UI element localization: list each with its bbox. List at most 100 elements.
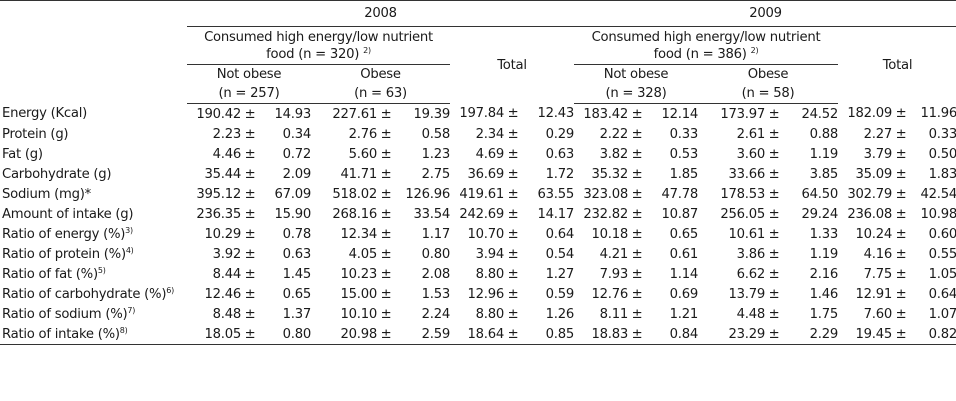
plus-minus-symbol: ± — [631, 306, 643, 322]
mean-value: 323.08 — [583, 186, 628, 202]
mean-value: 35.32 — [591, 166, 628, 182]
mean-value: 2.27 — [863, 126, 892, 142]
plus-minus-symbol: ± — [895, 146, 907, 162]
mean-value: 268.16 — [332, 206, 377, 222]
standard-error-value: 14.93 — [274, 106, 311, 122]
table-row: Protein (g) 2.23 ±0.34 2.76 ±0.58 2.34 ±0.29 2.… — [0, 124, 956, 144]
mean-value: 7.60 — [863, 306, 892, 322]
standard-error-value: 1.19 — [809, 246, 838, 262]
plus-minus-symbol: ± — [631, 206, 643, 222]
mean-value: 173.97 — [720, 106, 765, 122]
standard-error-value: 0.33 — [928, 126, 956, 142]
plus-minus-symbol: ± — [892, 324, 910, 345]
plus-minus-symbol: ± — [507, 106, 519, 122]
plus-minus-symbol: ± — [768, 166, 780, 182]
plus-minus-symbol: ± — [380, 266, 392, 282]
standard-error-value: 126.96 — [405, 186, 450, 202]
standard-error-value: 63.55 — [537, 186, 574, 202]
mean-value: 12.76 — [591, 286, 628, 302]
standard-error-value: 0.82 — [910, 324, 956, 345]
plus-minus-symbol: ± — [768, 146, 780, 162]
standard-error-value: 1.07 — [928, 306, 956, 322]
plus-minus-symbol: ± — [768, 246, 780, 262]
plus-minus-symbol: ± — [380, 206, 392, 222]
table-row: Ratio of protein (%)4) 3.92 ±0.63 4.05 ±0.80… — [0, 244, 956, 264]
standard-error-value: 0.65 — [669, 226, 698, 242]
mean-value: 5.60 — [348, 146, 377, 162]
mean-value: 6.62 — [736, 266, 765, 282]
plus-minus-symbol: ± — [244, 146, 256, 162]
standard-error-value: 10.87 — [661, 206, 698, 222]
standard-error-value: 0.80 — [259, 324, 311, 345]
standard-error-value: 1.14 — [669, 266, 698, 282]
mean-value: 10.23 — [340, 266, 377, 282]
plus-minus-symbol: ± — [244, 246, 256, 262]
mean-value: 10.24 — [855, 226, 892, 242]
mean-value: 23.29 — [698, 324, 765, 345]
standard-error-value: 0.63 — [545, 146, 574, 162]
group-2008-header: Consumed high energy/low nutrient food (… — [187, 26, 450, 65]
footnote-marker: 3) — [125, 225, 133, 235]
standard-error-value: 0.60 — [928, 226, 956, 242]
mean-value: 8.80 — [475, 266, 504, 282]
plus-minus-symbol: ± — [507, 286, 519, 302]
standard-error-value: 0.33 — [669, 126, 698, 142]
standard-error-value: 1.33 — [809, 226, 838, 242]
plus-minus-symbol: ± — [768, 306, 780, 322]
table-header: 2008 2009 Consumed high energy/low nutri… — [0, 0, 956, 104]
mean-value: 395.12 — [196, 186, 241, 202]
standard-error-value: 0.84 — [646, 324, 698, 345]
mean-value: 178.53 — [720, 186, 765, 202]
plus-minus-symbol: ± — [507, 306, 519, 322]
plus-minus-symbol: ± — [631, 186, 643, 202]
group-2008-line2: food (n = 320) 2) — [266, 46, 371, 63]
standard-error-value: 15.90 — [274, 206, 311, 222]
table-row: Ratio of fat (%)5) 8.44 ±1.45 10.23 ±2.08 8.8… — [0, 264, 956, 284]
mean-value: 197.84 — [459, 106, 504, 122]
mean-value: 256.05 — [720, 206, 765, 222]
year-2009-header: 2009 — [574, 1, 956, 27]
plus-minus-symbol: ± — [244, 106, 256, 122]
standard-error-value: 0.64 — [928, 286, 956, 302]
plus-minus-symbol: ± — [507, 266, 519, 282]
mean-value: 18.05 — [187, 324, 241, 345]
standard-error-value: 1.21 — [669, 306, 698, 322]
mean-value: 10.29 — [204, 226, 241, 242]
plus-minus-symbol: ± — [768, 266, 780, 282]
plus-minus-symbol: ± — [631, 106, 643, 122]
row-label: Amount of intake (g) — [2, 206, 134, 222]
mean-value: 3.94 — [475, 246, 504, 262]
plus-minus-symbol: ± — [380, 246, 392, 262]
group-2008-line1: Consumed high energy/low nutrient — [204, 30, 433, 45]
not-obese-2008-header: Not obese (n = 257) — [187, 64, 311, 104]
mean-value: 236.08 — [847, 206, 892, 222]
standard-error-value: 0.34 — [282, 126, 311, 142]
mean-value: 35.09 — [855, 166, 892, 182]
standard-error-value: 2.75 — [421, 166, 450, 182]
mean-value: 18.64 — [450, 324, 504, 345]
mean-value: 15.00 — [340, 286, 377, 302]
standard-error-value: 0.54 — [545, 246, 574, 262]
mean-value: 183.42 — [583, 106, 628, 122]
footnote-marker: 7) — [127, 305, 136, 315]
plus-minus-symbol: ± — [507, 126, 519, 142]
plus-minus-symbol: ± — [768, 206, 780, 222]
plus-minus-symbol: ± — [768, 286, 780, 302]
plus-minus-symbol: ± — [244, 206, 256, 222]
mean-value: 2.34 — [475, 126, 504, 142]
standard-error-value: 1.26 — [545, 306, 574, 322]
mean-value: 2.23 — [212, 126, 241, 142]
standard-error-value: 0.85 — [522, 324, 574, 345]
standard-error-value: 2.16 — [809, 266, 838, 282]
row-label: Ratio of fat (%)5) — [2, 265, 106, 282]
table-row: Ratio of sodium (%)7) 8.48 ±1.37 10.10 ±2.24… — [0, 304, 956, 324]
plus-minus-symbol: ± — [244, 226, 256, 242]
standard-error-value: 1.19 — [809, 146, 838, 162]
plus-minus-symbol: ± — [631, 126, 643, 142]
standard-error-value: 19.39 — [413, 106, 450, 122]
mean-value: 12.91 — [855, 286, 892, 302]
standard-error-value: 3.85 — [809, 166, 838, 182]
standard-error-value: 42.54 — [920, 186, 956, 202]
plus-minus-symbol: ± — [244, 266, 256, 282]
table-row: Sodium (mg)* 395.12 ±67.09 518.02 ±126.96 419… — [0, 184, 956, 204]
